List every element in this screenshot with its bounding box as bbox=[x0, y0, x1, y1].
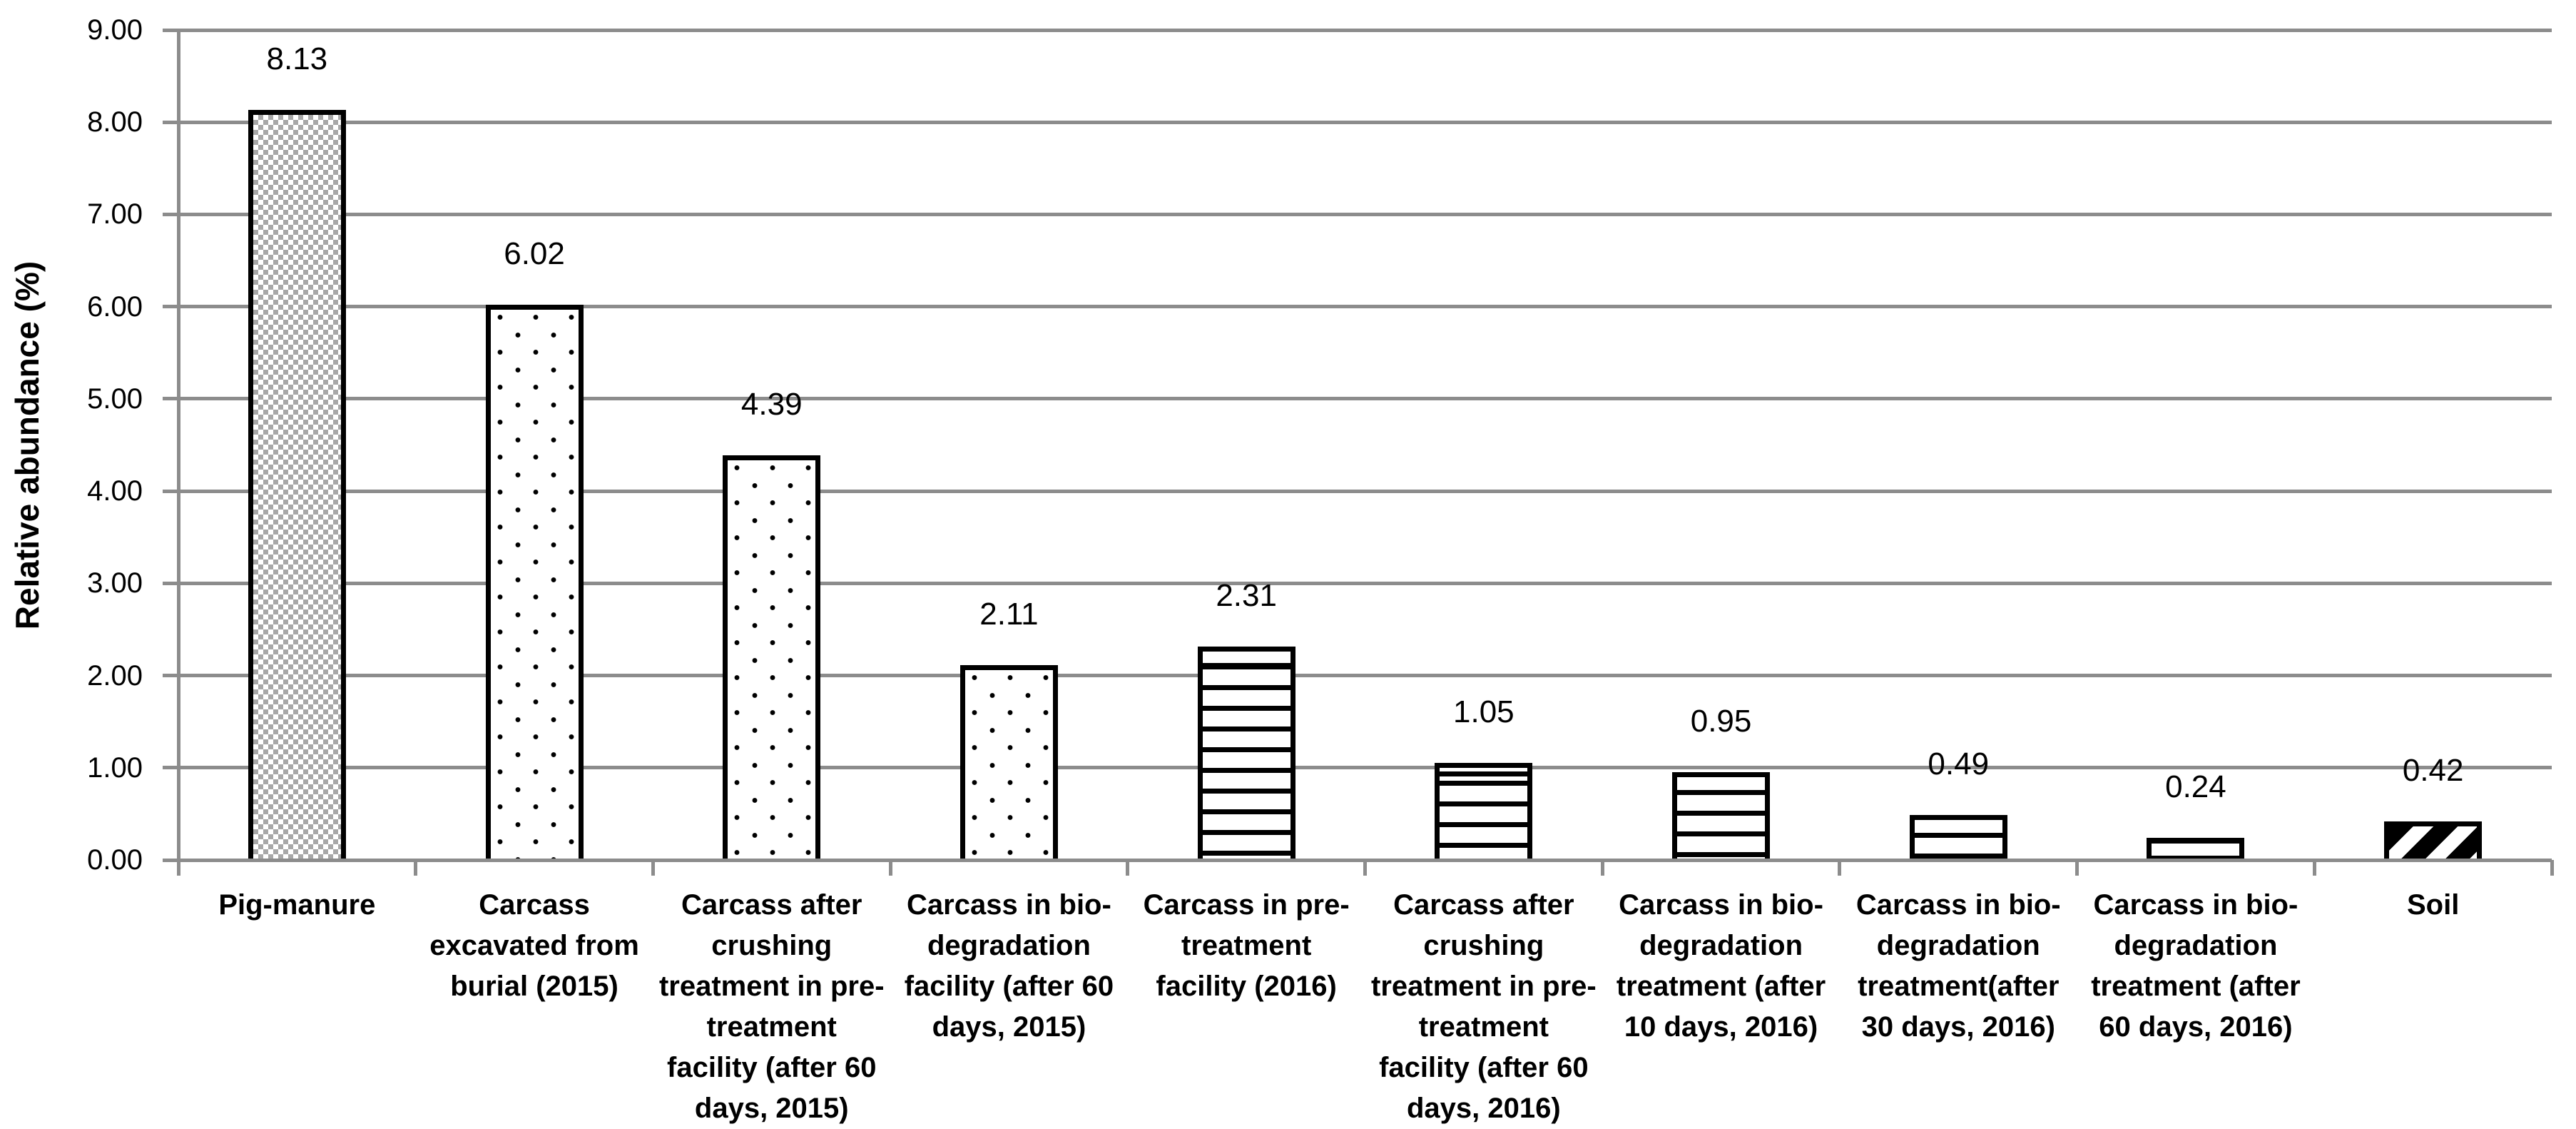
value-label: 8.13 bbox=[266, 41, 328, 77]
y-gridline bbox=[178, 28, 2552, 32]
y-tick-label: 5.00 bbox=[87, 383, 143, 415]
y-tick-label: 9.00 bbox=[87, 14, 143, 46]
y-tick-label: 4.00 bbox=[87, 475, 143, 507]
x-tick bbox=[414, 860, 418, 876]
bar bbox=[1197, 647, 1295, 860]
bar bbox=[723, 455, 821, 860]
y-tick bbox=[163, 489, 178, 493]
y-gridline bbox=[178, 305, 2552, 309]
bar bbox=[1435, 763, 1533, 860]
value-label: 0.49 bbox=[1928, 746, 1990, 781]
bar bbox=[248, 110, 346, 860]
value-label: 6.02 bbox=[504, 236, 565, 272]
x-tick bbox=[1126, 860, 1130, 876]
value-label: 4.39 bbox=[740, 386, 803, 422]
value-label: 0.95 bbox=[1690, 704, 1752, 739]
y-tick bbox=[163, 305, 178, 309]
x-category-label: Carcass in bio- degradation treatment (a… bbox=[1616, 889, 1826, 1043]
value-label: 2.11 bbox=[979, 597, 1039, 632]
y-gridline bbox=[178, 489, 2552, 493]
x-category-label: Carcass in bio- degradation treatment(af… bbox=[1855, 889, 2061, 1043]
y-gridline bbox=[178, 766, 2552, 770]
x-tick bbox=[1363, 860, 1367, 876]
y-tick-label: 3.00 bbox=[87, 567, 143, 599]
y-tick bbox=[163, 397, 178, 401]
x-tick bbox=[2075, 860, 2079, 876]
bar bbox=[1909, 814, 2007, 860]
y-tick bbox=[163, 674, 178, 678]
y-gridline bbox=[178, 212, 2552, 216]
y-tick-label: 0.00 bbox=[87, 844, 143, 876]
y-axis-title: Relative abundance (%) bbox=[9, 260, 46, 630]
y-tick-label: 1.00 bbox=[87, 751, 143, 784]
bar bbox=[1672, 772, 1771, 860]
y-tick bbox=[163, 28, 178, 32]
y-axis-line bbox=[176, 30, 180, 876]
bar bbox=[2147, 837, 2245, 860]
x-category-label: Carcass after crushing treatment in pre-… bbox=[1371, 889, 1597, 1124]
x-tick bbox=[1838, 860, 1842, 876]
value-label: 2.31 bbox=[1216, 578, 1277, 614]
x-tick bbox=[2312, 860, 2316, 876]
bar bbox=[2384, 821, 2483, 860]
x-tick bbox=[651, 860, 655, 876]
y-tick-label: 8.00 bbox=[87, 106, 143, 138]
value-label: 0.24 bbox=[2165, 769, 2226, 804]
x-category-label: Pig-manure bbox=[218, 889, 376, 921]
y-gridline bbox=[178, 397, 2552, 401]
y-gridline bbox=[178, 581, 2552, 585]
value-label: 1.05 bbox=[1453, 694, 1514, 730]
y-gridline bbox=[178, 120, 2552, 124]
x-tick bbox=[2550, 860, 2554, 876]
y-tick bbox=[163, 766, 178, 770]
value-label: 0.42 bbox=[2402, 752, 2464, 788]
x-tick bbox=[1600, 860, 1604, 876]
x-category-label: Carcass in bio- degradation facility (af… bbox=[904, 889, 1114, 1043]
y-tick bbox=[163, 581, 178, 585]
x-tick bbox=[888, 860, 892, 876]
x-category-label: Carcass after crushing treatment in pre-… bbox=[658, 889, 885, 1124]
x-category-label: Soil bbox=[2406, 889, 2460, 921]
y-gridline bbox=[178, 674, 2552, 678]
bar bbox=[959, 665, 1058, 860]
x-category-label: Carcass in pre- treatment facility (2016… bbox=[1143, 889, 1350, 1002]
y-tick bbox=[163, 120, 178, 124]
y-tick-label: 7.00 bbox=[87, 198, 143, 231]
y-tick-label: 6.00 bbox=[87, 290, 143, 323]
x-category-label: Carcass excavated from burial (2015) bbox=[429, 889, 639, 1002]
y-tick-label: 2.00 bbox=[87, 659, 143, 692]
x-category-label: Carcass in bio- degradation treatment (a… bbox=[2091, 889, 2301, 1043]
bar bbox=[485, 305, 584, 860]
y-tick bbox=[163, 212, 178, 216]
y-tick bbox=[163, 858, 178, 862]
